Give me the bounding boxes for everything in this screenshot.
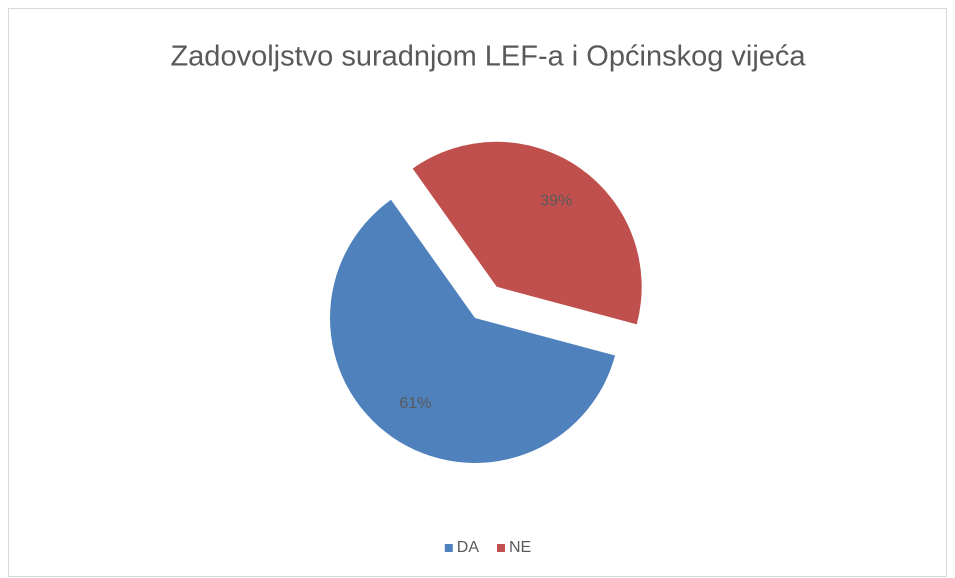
legend-label: NE xyxy=(509,539,531,556)
pie-slice xyxy=(329,199,616,464)
legend-marker xyxy=(497,544,505,552)
legend-marker xyxy=(444,544,453,552)
data-label: 39% xyxy=(540,192,572,209)
chart-title: Zadovoljstvo suradnjom LEF-a i Općinskog… xyxy=(170,41,806,73)
pie-slice xyxy=(412,141,642,325)
data-label: 61% xyxy=(399,395,431,412)
chart-border xyxy=(8,8,947,577)
legend-label: DA xyxy=(457,539,480,556)
